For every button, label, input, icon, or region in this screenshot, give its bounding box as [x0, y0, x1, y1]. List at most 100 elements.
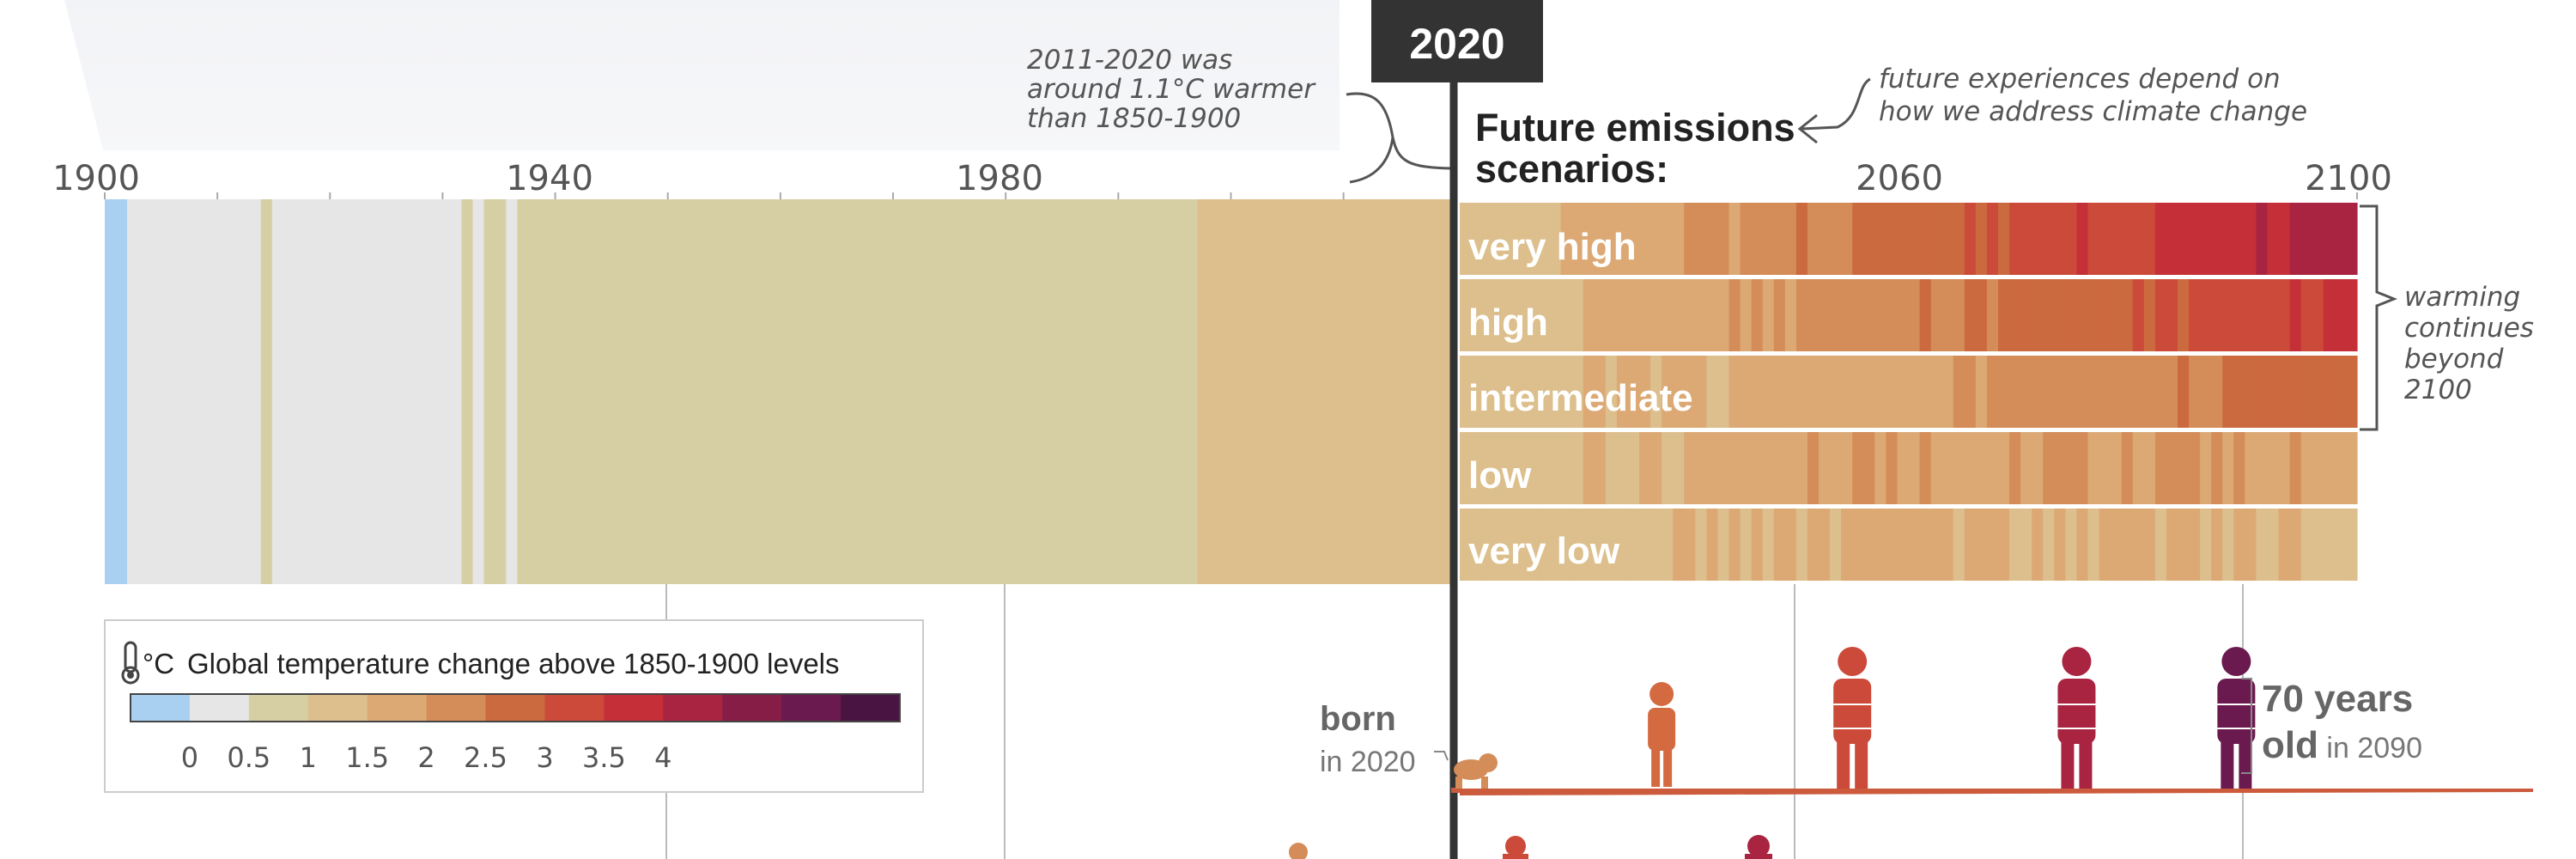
scenario-stripe-2079: [2110, 509, 2123, 581]
observed-stripe-1971: [896, 199, 908, 584]
observed-stripe-1906: [171, 199, 184, 584]
scenario-stripe-2060: [1897, 279, 1910, 351]
scenario-stripe-2083: [2154, 203, 2167, 275]
legend-swatch-9: [663, 694, 723, 722]
scenario-stripe-2091: [2245, 356, 2257, 428]
observed-stripe-1948: [640, 199, 652, 584]
scenario-stripe-2031: [1571, 432, 1584, 504]
scenario-stripe-2039: [1662, 203, 1674, 275]
scenario-stripe-2095: [2289, 203, 2302, 275]
born-label-year: in 2020: [1320, 746, 1416, 778]
scenario-stripe-2057: [1863, 203, 1875, 275]
observed-stripe-1937: [517, 199, 529, 584]
scenario-stripe-2038: [1650, 509, 1662, 581]
scenario-stripe-2039: [1662, 509, 1674, 581]
legend-swatch-1: [189, 694, 250, 722]
scenario-stripe-2035: [1616, 356, 1629, 428]
scenario-stripe-2075: [2065, 356, 2078, 428]
scenario-stripe-2037: [1639, 279, 1651, 351]
scenario-stripe-2089: [2222, 203, 2234, 275]
scenario-stripe-2092: [2256, 432, 2269, 504]
person-figure-2020: [1454, 753, 1498, 789]
observed-stripe-2007: [1297, 199, 1309, 584]
observed-stripe-1986: [1063, 199, 1076, 584]
scenario-stripe-2034: [1605, 432, 1618, 504]
legend-swatch-12: [841, 694, 901, 722]
scenario-stripe-2030: [1560, 509, 1573, 581]
scenario-stripe-2066: [1964, 203, 1977, 275]
scenario-stripe-2072: [2032, 356, 2044, 428]
scenario-stripe-2074: [2054, 509, 2066, 581]
scenario-stripe-2096: [2300, 432, 2313, 504]
scenario-stripe-2070: [2009, 279, 2021, 351]
warming-note-line-3: beyond: [2404, 344, 2504, 375]
scenario-stripe-2065: [1953, 279, 1965, 351]
scenario-stripe-2055: [1841, 203, 1853, 275]
scenario-stripe-2041: [1684, 203, 1696, 275]
scenario-stripe-2068: [1986, 509, 1999, 581]
scenario-stripe-2076: [2076, 279, 2089, 351]
scenario-stripe-2091: [2245, 432, 2257, 504]
scenario-stripe-2055: [1841, 279, 1853, 351]
observed-stripe-1970: [884, 199, 897, 584]
scenario-stripe-2060: [1897, 203, 1910, 275]
scenario-stripe-2036: [1627, 509, 1640, 581]
scenario-stripe-2023: [1482, 279, 1494, 351]
scenario-stripe-2081: [2132, 356, 2145, 428]
scenario-stripe-2036: [1627, 279, 1640, 351]
legend-color-bar: [130, 693, 901, 722]
scenario-stripe-2055: [1841, 509, 1853, 581]
x-axis: 1900 1940 1980 2060 2100: [52, 159, 2392, 198]
observed-stripe-2014: [1376, 199, 1388, 584]
scenario-stripe-2035: [1616, 203, 1629, 275]
scenario-stripe-2041: [1684, 432, 1696, 504]
scenario-stripe-2050: [1784, 509, 1797, 581]
scenario-stripe-2072: [2032, 509, 2044, 581]
scenario-stripe-2051: [1795, 279, 1808, 351]
observed-stripe-1917: [294, 199, 307, 584]
scenario-rows: [1455, 199, 2362, 584]
observed-stripe-1901: [115, 199, 128, 584]
scenario-stripe-2073: [2043, 356, 2055, 428]
scenario-stripe-2097: [2312, 203, 2324, 275]
scenario-stripe-2100: [2345, 279, 2358, 351]
scenario-stripe-2046: [1740, 356, 1753, 428]
observed-stripe-1994: [1152, 199, 1165, 584]
observed-stripe-1993: [1141, 199, 1154, 584]
observed-stripe-1954: [707, 199, 719, 584]
scenario-stripe-2037: [1639, 432, 1651, 504]
scenario-stripe-2053: [1819, 203, 1831, 275]
scenario-stripe-2085: [2178, 279, 2190, 351]
scenario-stripe-2052: [1807, 203, 1820, 275]
scenario-stripe-2027: [1527, 203, 1540, 275]
scenario-stripe-2067: [1975, 203, 1988, 275]
scenario-stripe-2097: [2312, 509, 2324, 581]
year-badge-label: 2020: [1409, 20, 1504, 68]
observed-stripe-1933: [472, 199, 485, 584]
scenario-stripe-2086: [2189, 356, 2201, 428]
scenario-stripe-2021: [1460, 203, 1472, 275]
observed-stripe-1946: [617, 199, 629, 584]
scenario-stripe-2071: [2020, 509, 2032, 581]
observed-stripe-1955: [718, 199, 730, 584]
scenario-stripe-2026: [1516, 432, 1528, 504]
scenario-stripe-2093: [2267, 432, 2280, 504]
observed-stripe-1989: [1097, 199, 1109, 584]
scenario-stripe-2045: [1728, 356, 1741, 428]
scenario-stripe-2041: [1684, 279, 1696, 351]
scenario-stripe-2080: [2121, 509, 2134, 581]
age-label-year: in 2090: [2318, 732, 2422, 765]
observed-stripe-2015: [1387, 199, 1399, 584]
scenario-stripe-2080: [2121, 203, 2134, 275]
scenario-stripe-2030: [1560, 432, 1573, 504]
scenario-stripe-2100: [2345, 356, 2358, 428]
scenario-stripe-2094: [2278, 356, 2291, 428]
scenario-stripe-2088: [2211, 356, 2223, 428]
scenario-stripe-2058: [1874, 432, 1886, 504]
scenario-stripe-2068: [1986, 356, 1999, 428]
scenario-stripe-2093: [2267, 279, 2280, 351]
scenario-stripe-2053: [1819, 279, 1831, 351]
observed-stripe-1939: [539, 199, 551, 584]
observed-stripe-1942: [573, 199, 585, 584]
scenario-stripe-2082: [2143, 356, 2156, 428]
